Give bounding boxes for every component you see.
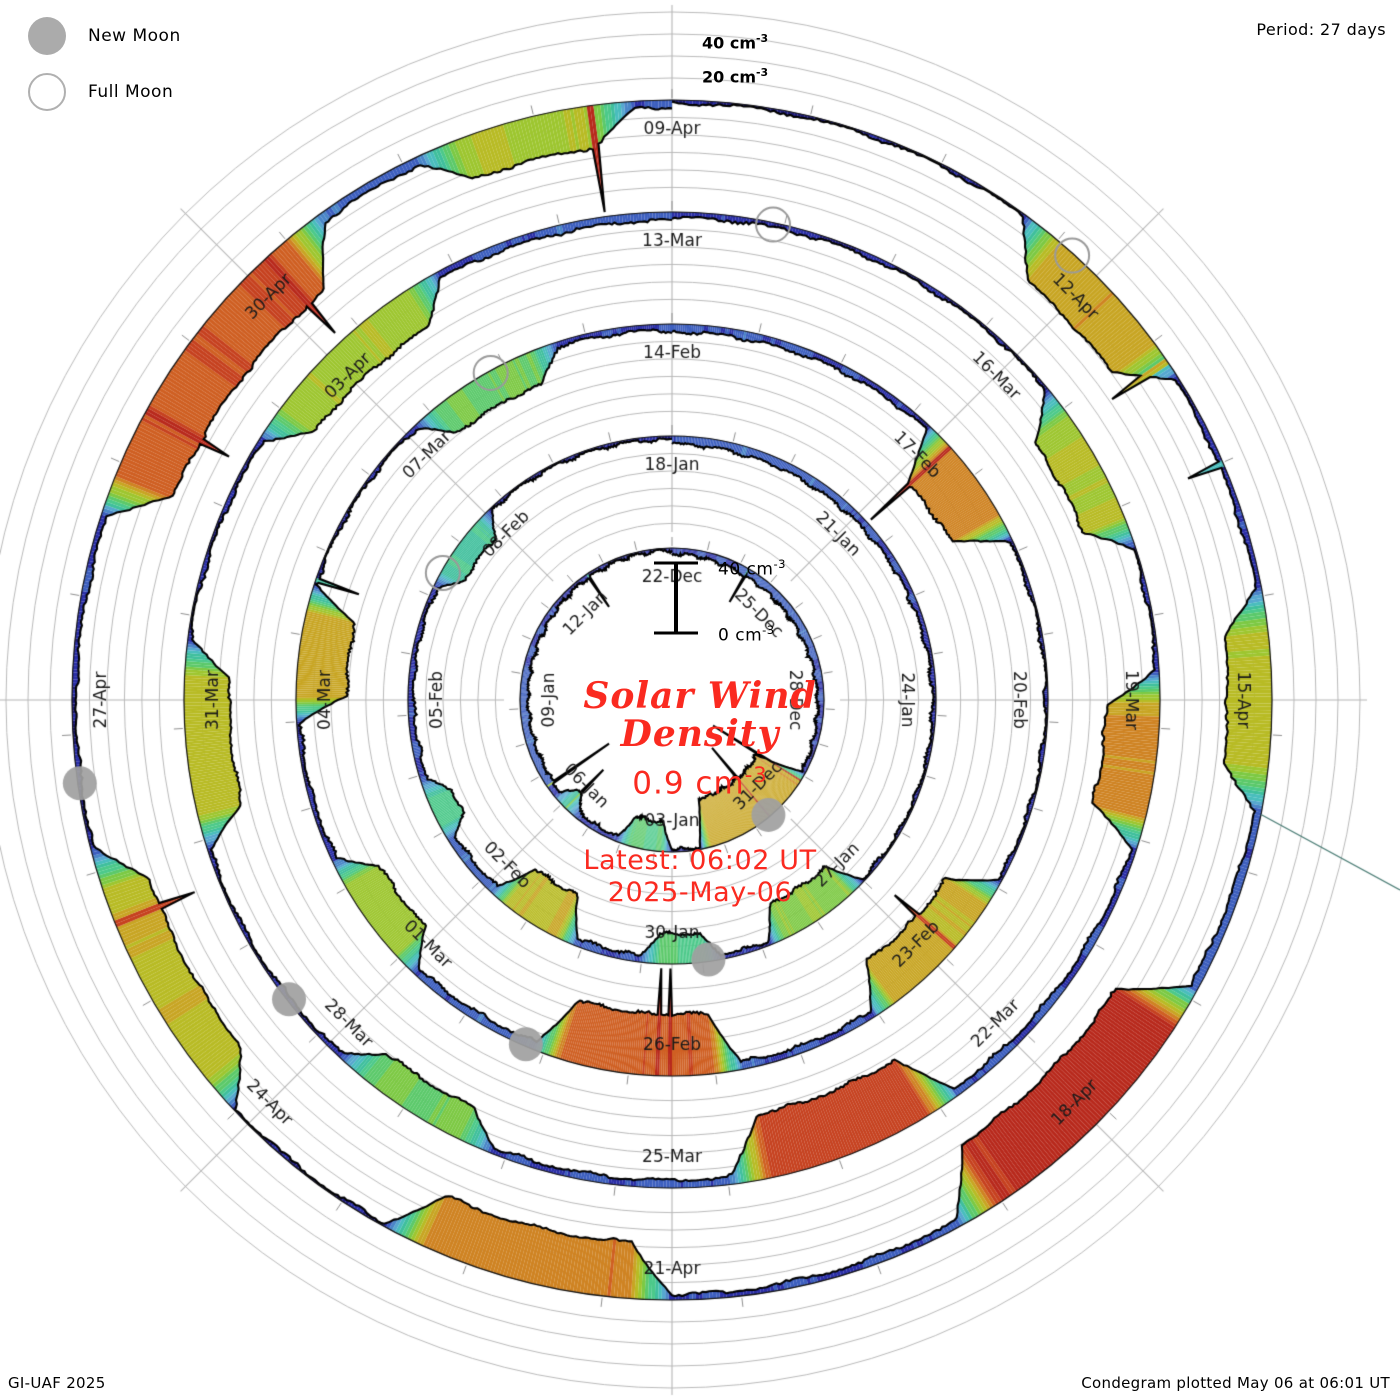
chart-title-line1: Solar Wind <box>583 675 817 717</box>
period-label: Period: 27 days <box>1256 20 1386 39</box>
axis-tick-40-exponent: -3 <box>756 32 769 45</box>
scalebar-label-top: 40 cm-3 <box>718 557 786 580</box>
center-info-block: 40 cm-3 0 cm-3 Solar Wind Density 0.9 cm… <box>430 545 970 910</box>
latest-timestamp: Latest: 06:02 UT 2025-May-06 <box>430 845 970 910</box>
current-value-text: 0.9 cm <box>632 764 745 801</box>
latest-time: Latest: 06:02 UT <box>583 844 817 876</box>
current-value-exponent: -3 <box>744 761 768 787</box>
scalebar-top-exponent: -3 <box>773 557 786 571</box>
axis-tick-40: 40 cm-3 <box>702 32 768 52</box>
amplitude-scalebar: 40 cm-3 0 cm-3 <box>430 545 970 650</box>
scalebar-icon <box>654 561 698 635</box>
scalebar-bottom-exponent: -3 <box>762 623 775 637</box>
latest-date: 2025-May-06 <box>607 877 793 909</box>
axis-tick-20-text: 20 cm <box>702 67 756 87</box>
moon-phase-legend: New Moon Full Moon <box>18 8 318 120</box>
current-value: 0.9 cm-3 <box>430 762 970 801</box>
legend-label-full-moon: Full Moon <box>88 82 174 102</box>
full-moon-icon <box>28 73 66 111</box>
footer-credit: GI-UAF 2025 <box>8 1374 106 1392</box>
legend-item-full-moon: Full Moon <box>18 64 318 120</box>
scalebar-bottom-text: 0 cm <box>718 625 763 646</box>
axis-tick-20: 20 cm-3 <box>702 66 768 86</box>
footer-plot-time: Condegram plotted May 06 at 06:01 UT <box>1081 1374 1390 1392</box>
legend-item-new-moon: New Moon <box>18 8 318 64</box>
axis-tick-20-exponent: -3 <box>756 66 769 79</box>
axis-tick-40-text: 40 cm <box>702 33 756 53</box>
chart-title-line2: Density <box>620 712 780 755</box>
scalebar-top-text: 40 cm <box>718 559 774 580</box>
scalebar-label-bottom: 0 cm-3 <box>718 623 775 646</box>
legend-label-new-moon: New Moon <box>88 26 181 46</box>
new-moon-icon <box>28 17 66 55</box>
chart-title: Solar Wind Density <box>430 675 970 755</box>
